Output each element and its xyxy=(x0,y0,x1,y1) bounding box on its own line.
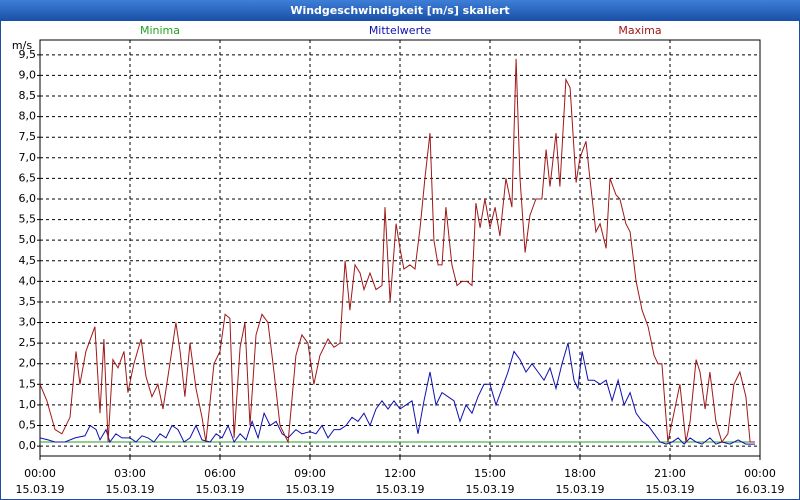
x-tick-date: 15.03.19 xyxy=(16,483,65,496)
x-tick-label: 12:00 xyxy=(384,467,416,480)
legend-label: Minima xyxy=(140,24,180,37)
y-tick-label: 4,0 xyxy=(19,274,37,287)
y-tick-label: 9,0 xyxy=(19,68,37,81)
y-tick-label: 8,0 xyxy=(19,110,37,123)
x-tick-date: 16.03.19 xyxy=(736,483,785,496)
x-tick-label: 00:00 xyxy=(744,467,776,480)
x-tick-date: 15.03.19 xyxy=(556,483,605,496)
y-tick-label: 7,5 xyxy=(19,130,37,143)
x-tick-label: 06:00 xyxy=(204,467,236,480)
x-tick-label: 09:00 xyxy=(294,467,326,480)
y-tick-label: 8,5 xyxy=(19,89,37,102)
data-line xyxy=(39,58,755,444)
x-tick-date: 15.03.19 xyxy=(376,483,425,496)
legend-label: Maxima xyxy=(618,24,661,37)
x-tick-date: 15.03.19 xyxy=(646,483,695,496)
x-tick-label: 03:00 xyxy=(114,467,146,480)
y-tick-label: 6,0 xyxy=(19,192,37,205)
data-line xyxy=(39,342,755,445)
y-tick-label: 9,5 xyxy=(19,48,37,61)
title-bar xyxy=(0,0,800,21)
y-tick-label: 7,0 xyxy=(19,151,37,164)
y-tick-label: 5,0 xyxy=(19,233,37,246)
x-tick-date: 15.03.19 xyxy=(106,483,155,496)
x-tick-label: 00:00 xyxy=(24,467,56,480)
chart-title: Windgeschwindigkeit [m/s] skaliert xyxy=(290,4,509,17)
y-tick-label: 0,5 xyxy=(19,419,37,432)
x-tick-label: 18:00 xyxy=(564,467,596,480)
y-tick-label: 2,0 xyxy=(19,357,37,370)
y-tick-label: 6,5 xyxy=(19,171,37,184)
x-tick-date: 15.03.19 xyxy=(286,483,335,496)
x-tick-date: 15.03.19 xyxy=(466,483,515,496)
y-tick-label: 2,5 xyxy=(19,336,37,349)
y-tick-label: 4,5 xyxy=(19,254,37,267)
x-tick-label: 15:00 xyxy=(474,467,506,480)
y-tick-label: 3,0 xyxy=(19,316,37,329)
y-tick-label: 0,0 xyxy=(19,439,37,452)
y-tick-label: 1,0 xyxy=(19,398,37,411)
y-tick-label: 1,5 xyxy=(19,377,37,390)
y-tick-label: 5,5 xyxy=(19,213,37,226)
y-axis-label: m/s xyxy=(12,39,32,52)
x-tick-date: 15.03.19 xyxy=(196,483,245,496)
y-tick-label: 3,5 xyxy=(19,295,37,308)
legend-label: Mittelwerte xyxy=(369,24,432,37)
x-tick-label: 21:00 xyxy=(654,467,686,480)
